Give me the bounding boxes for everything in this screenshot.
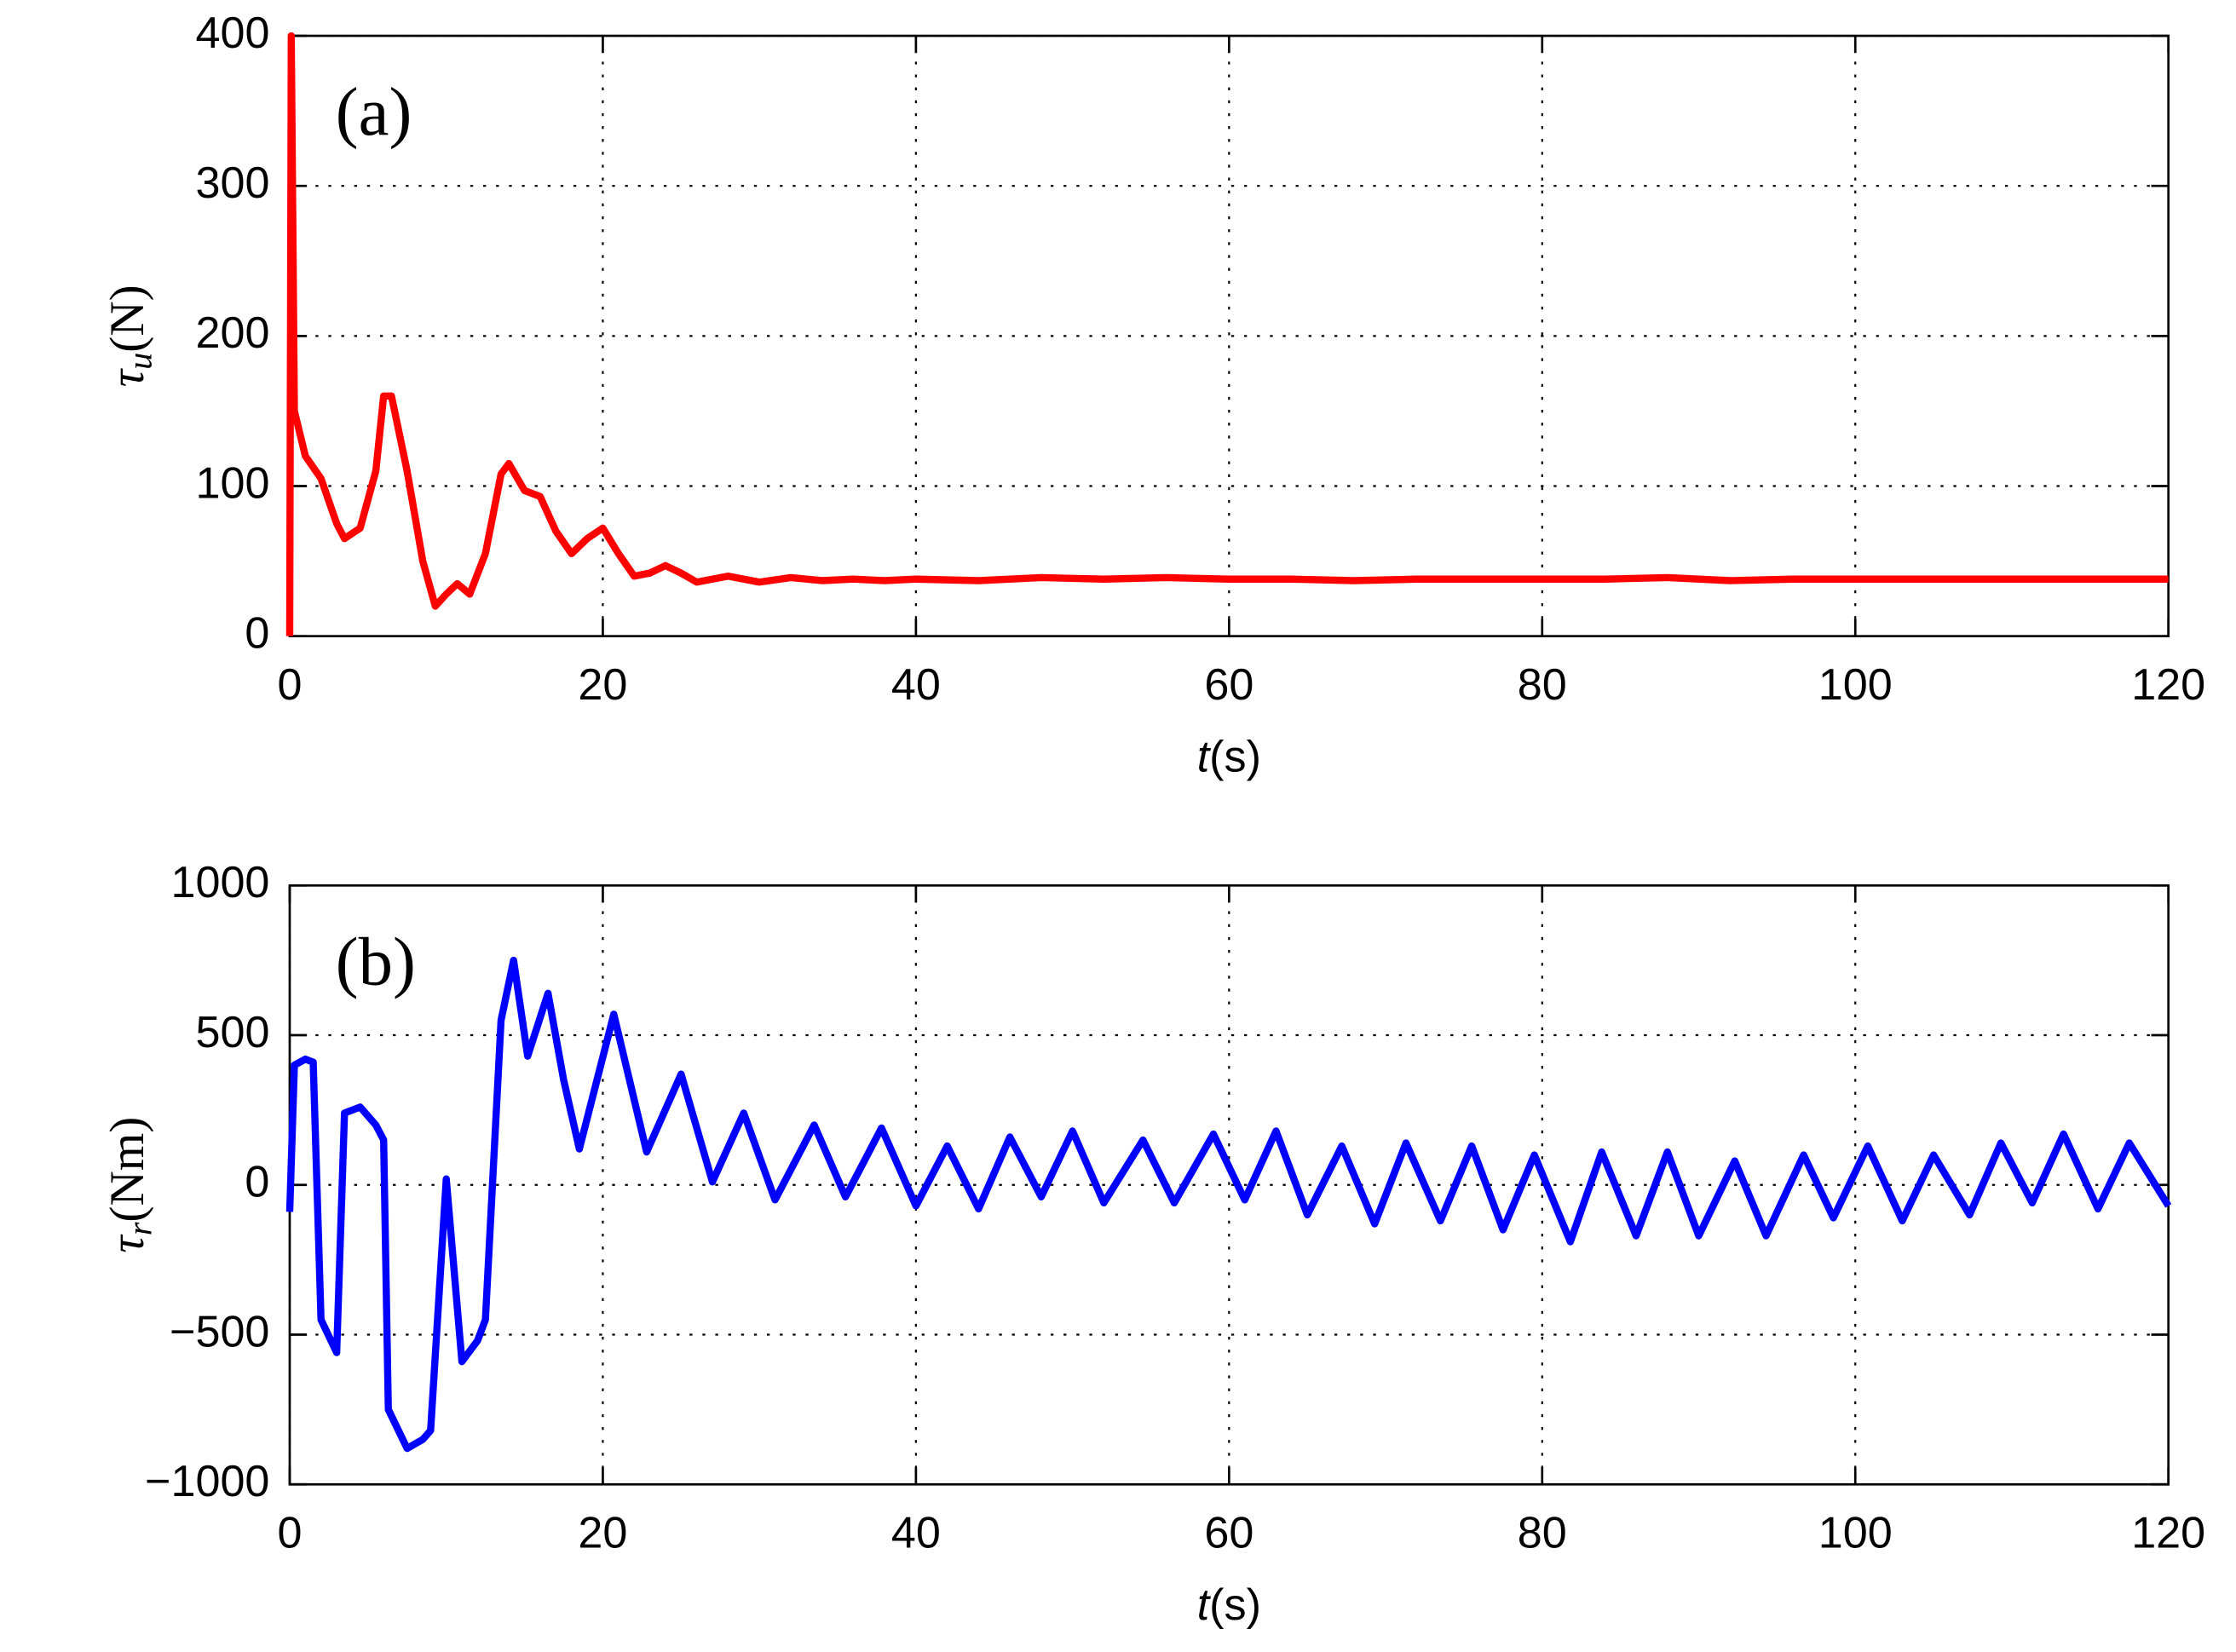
x-label-var: t	[1197, 1580, 1212, 1630]
x-axis-label: t(s)	[1197, 732, 1261, 781]
y-tick-label: 500	[195, 1008, 269, 1057]
y-tick-label: 100	[195, 458, 269, 508]
x-tick-label: 80	[1518, 1509, 1567, 1558]
y-tick-label: 200	[195, 308, 269, 358]
data-line	[285, 956, 2172, 1453]
y-tick-label: −500	[170, 1307, 269, 1356]
x-tick-label: 20	[578, 1509, 627, 1558]
x-label-unit: (s)	[1209, 1580, 1261, 1630]
x-axis-label: t(s)	[1197, 1580, 1261, 1630]
y-axis-label: τr(Nm)	[101, 1117, 159, 1253]
y-axis-label: τu(N)	[101, 285, 159, 387]
y-tick-label: 300	[195, 158, 269, 208]
x-tick-label: 40	[891, 1509, 941, 1558]
x-tick-label: 40	[891, 660, 941, 710]
x-tick-label: 60	[1204, 1509, 1253, 1558]
y-tick-label: 1000	[170, 858, 269, 907]
data-line	[285, 32, 2169, 636]
x-tick-label: 0	[277, 1509, 302, 1558]
y-label-symbol: τ	[101, 367, 154, 387]
x-tick-label: 0	[277, 660, 302, 710]
x-label-var: t	[1197, 732, 1212, 781]
y-label-subscript: u	[121, 353, 159, 370]
x-tick-label: 80	[1518, 660, 1567, 710]
y-label-unit: (N)	[101, 285, 154, 352]
x-tick-label: 60	[1204, 660, 1253, 710]
x-tick-label: 120	[2131, 660, 2205, 710]
y-tick-label: −1000	[145, 1457, 269, 1506]
y-tick-label: 400	[195, 9, 269, 58]
plot-frame	[288, 34, 2170, 638]
y-label-subscript: r	[121, 1222, 159, 1235]
y-tick-label: 0	[245, 608, 269, 658]
y-label-unit: (Nm)	[101, 1117, 154, 1223]
x-label-unit: (s)	[1209, 732, 1261, 781]
x-tick-label: 20	[578, 660, 627, 710]
y-label-symbol: τ	[101, 1234, 154, 1253]
panel-label: (b)	[336, 924, 416, 999]
x-tick-label: 120	[2131, 1509, 2205, 1558]
panel-label: (a)	[336, 74, 412, 150]
x-tick-label: 100	[1818, 1509, 1893, 1558]
x-tick-label: 100	[1818, 660, 1893, 710]
y-tick-label: 0	[245, 1158, 269, 1207]
